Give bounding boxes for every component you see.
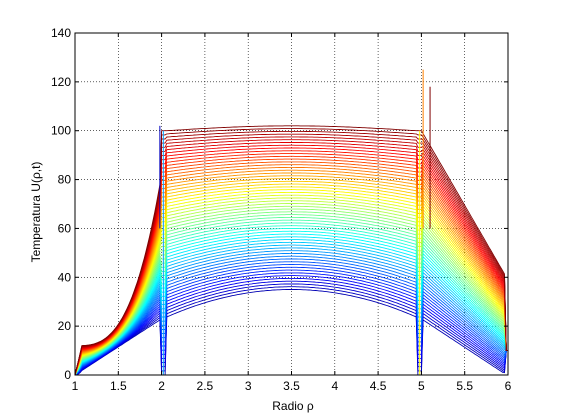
- y-tick-label: 40: [58, 270, 72, 284]
- temperature-curve: [74, 258, 508, 376]
- temperature-curve: [74, 233, 508, 376]
- x-tick-label: 4.5: [370, 379, 387, 393]
- temperature-curve: [74, 239, 508, 376]
- x-tick-label: 3.5: [283, 379, 300, 393]
- temperature-curve: [74, 230, 508, 376]
- temperature-curve: [74, 228, 508, 376]
- y-tick-label: 60: [58, 221, 72, 235]
- y-tick-label: 120: [51, 75, 71, 89]
- temperature-curve: [74, 214, 508, 376]
- temperature-curve: [74, 241, 508, 376]
- temperature-curve: [74, 250, 508, 376]
- y-tick-label: 20: [58, 319, 72, 333]
- temperature-curve: [74, 244, 508, 376]
- temperature-curve: [74, 200, 508, 376]
- temperature-curve: [74, 189, 508, 376]
- y-tick-labels: 0 20 40 60 80 100 120 140: [51, 26, 71, 382]
- temperature-curve: [74, 275, 508, 376]
- temperature-curve: [74, 205, 508, 376]
- x-tick-label: 4: [331, 379, 338, 393]
- temperature-curve: [74, 255, 508, 376]
- y-tick-label: 140: [51, 26, 71, 40]
- temperature-curve: [74, 280, 508, 376]
- temperature-curve: [74, 266, 508, 376]
- temperature-curve: [74, 236, 508, 376]
- x-tick-label: 5.5: [456, 379, 473, 393]
- temperature-curve: [74, 208, 508, 376]
- temperature-curve: [74, 186, 508, 376]
- x-tick-labels: 1 1.5 2 2.5 3 3.5 4 4.5 5 5.5 6: [72, 379, 512, 393]
- x-tick-label: 2: [158, 379, 165, 393]
- temperature-curve: [74, 269, 508, 376]
- x-tick-label: 2.5: [197, 379, 214, 393]
- x-tick-label: 5: [418, 379, 425, 393]
- grid: [75, 33, 508, 375]
- x-tick-label: 3: [245, 379, 252, 393]
- curves-group: [74, 69, 508, 376]
- temperature-curve: [74, 219, 508, 376]
- temperature-curve: [74, 277, 508, 376]
- temperature-curve: [74, 225, 508, 376]
- y-tick-label: 0: [64, 368, 71, 382]
- temperature-curve: [74, 125, 508, 376]
- y-axis-label: Temperatura U(ρ,t): [29, 162, 43, 263]
- temperature-curve: [74, 283, 508, 376]
- x-tick-label: 1.5: [110, 379, 127, 393]
- temperature-curve: [74, 264, 508, 376]
- temperature-curve: [74, 252, 508, 376]
- temperature-curve: [74, 272, 508, 376]
- temperature-curve: [74, 191, 508, 376]
- temperature-curve: [74, 289, 508, 376]
- x-axis-label: Radio ρ: [272, 399, 314, 413]
- temperature-curve: [74, 194, 508, 376]
- temperature-curve: [74, 216, 508, 376]
- y-tick-label: 80: [58, 173, 72, 187]
- temperature-curve: [74, 286, 508, 376]
- y-tick-label: 100: [51, 124, 71, 138]
- temperature-curve: [74, 261, 508, 376]
- temperature-curve: [74, 197, 508, 376]
- temperature-curve: [74, 211, 508, 376]
- temperature-curve: [74, 222, 508, 376]
- temperature-curve: [74, 247, 508, 376]
- x-tick-label: 1: [72, 379, 79, 393]
- temperature-curve: [74, 203, 508, 376]
- axes: [74, 32, 509, 376]
- x-tick-label: 6: [505, 379, 512, 393]
